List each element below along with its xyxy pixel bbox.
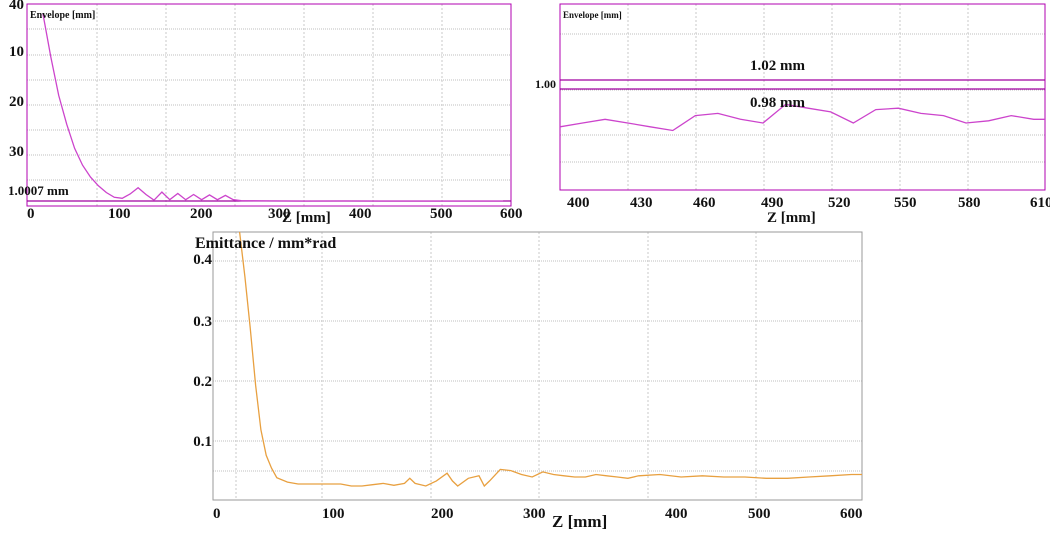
- x-tick-label: 460: [693, 195, 716, 211]
- x-tick-label: 400: [349, 206, 372, 222]
- x-tick-label: 520: [828, 195, 851, 211]
- x-tick-label: 550: [894, 195, 917, 211]
- series-line: [238, 231, 862, 488]
- y-tick-label: 30: [9, 144, 24, 160]
- y-tick-label: 1.00: [535, 77, 556, 91]
- x-tick-label: 600: [840, 506, 863, 522]
- plot-frame: [559, 3, 1046, 191]
- x-tick-label: 0: [27, 206, 35, 222]
- x-tick-label: 500: [430, 206, 453, 222]
- series-line: [42, 13, 504, 202]
- x-axis-label: Z [mm]: [282, 210, 331, 226]
- x-tick-label: 580: [958, 195, 981, 211]
- x-tick-label: 200: [431, 506, 454, 522]
- x-tick-label: 300: [268, 206, 291, 222]
- envelope-chart-full: 0 100 200 300 400 500 600 10 20 30 40 Envelope [mm]…: [8, 0, 523, 226]
- x-axis-label: Z [mm]: [552, 512, 607, 531]
- x-tick-label: 200: [190, 206, 213, 222]
- x-tick-label: 400: [567, 195, 590, 211]
- y-tick-label: 0.2: [193, 374, 212, 390]
- y-tick-label: 10: [9, 44, 24, 60]
- x-tick-label: 430: [630, 195, 653, 211]
- annotation-label: 1.02 mm: [750, 58, 805, 74]
- x-tick-label: 500: [748, 506, 771, 522]
- y-tick-label: 0.1: [193, 434, 212, 450]
- y-tick-label: 20: [9, 94, 24, 110]
- y-axis-label: Emittance / mm*rad: [195, 235, 336, 252]
- annotation-label: 0.98 mm: [750, 95, 805, 111]
- x-tick-label: 610: [1030, 195, 1050, 211]
- y-axis-label: Envelope [mm]: [563, 10, 622, 20]
- y-tick-label: 40: [9, 0, 24, 13]
- x-tick-label: 490: [761, 195, 784, 211]
- envelope-chart-zoom: 400 430 460 490 520 550 580 610 1.00 Envelope [mm…: [535, 3, 1050, 226]
- x-tick-label: 300: [523, 506, 546, 522]
- x-tick-label: 600: [500, 206, 523, 222]
- x-axis-label: Z [mm]: [767, 210, 816, 226]
- x-tick-label: 400: [665, 506, 688, 522]
- series-line: [559, 103, 1045, 132]
- emittance-chart: 0 100 200 300 400 500 600 0.1 0.2 0.3 0.4Emittance…: [193, 231, 863, 531]
- y-tick-label: 0.3: [193, 314, 212, 330]
- plot-frame: [212, 231, 863, 501]
- y-tick-label: 0.4: [193, 252, 212, 268]
- plot-frame: [26, 3, 512, 207]
- x-tick-label: 100: [322, 506, 345, 522]
- x-tick-label: 0: [213, 506, 221, 522]
- y-axis-label: Envelope [mm]: [30, 10, 95, 21]
- annotation-label: 1.0007 mm: [8, 183, 69, 198]
- x-tick-label: 100: [108, 206, 131, 222]
